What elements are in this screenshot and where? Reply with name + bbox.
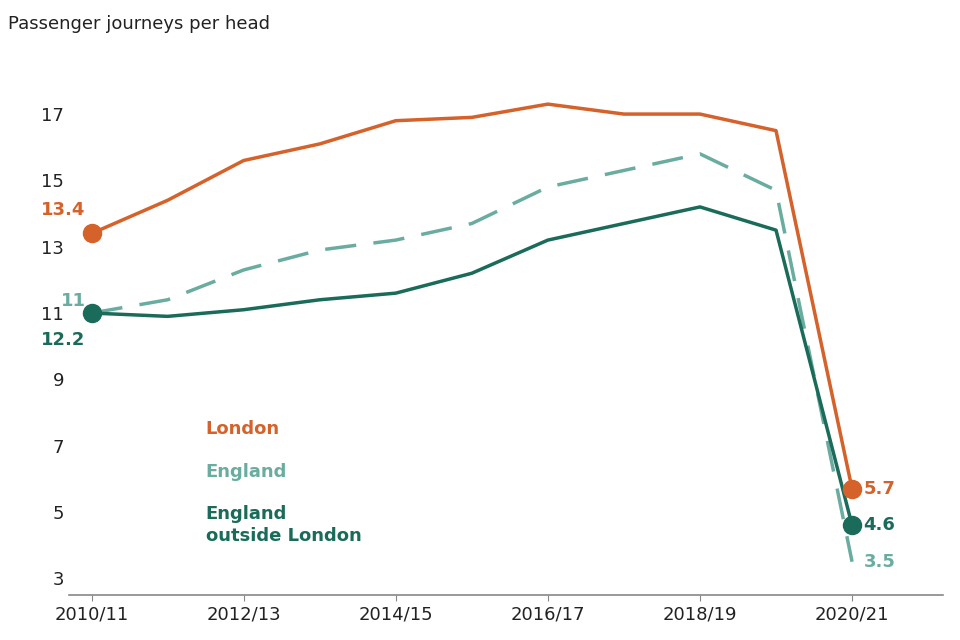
Text: 3.5: 3.5 [863, 553, 896, 571]
Text: 4.6: 4.6 [863, 516, 896, 534]
Text: Passenger journeys per head: Passenger journeys per head [8, 15, 270, 33]
Text: London: London [205, 420, 279, 438]
Text: 13.4: 13.4 [41, 200, 85, 218]
Text: England
outside London: England outside London [205, 505, 361, 545]
Text: 5.7: 5.7 [863, 480, 896, 498]
Text: 12.2: 12.2 [41, 332, 85, 349]
Text: England: England [205, 463, 287, 481]
Text: 11: 11 [60, 292, 85, 310]
